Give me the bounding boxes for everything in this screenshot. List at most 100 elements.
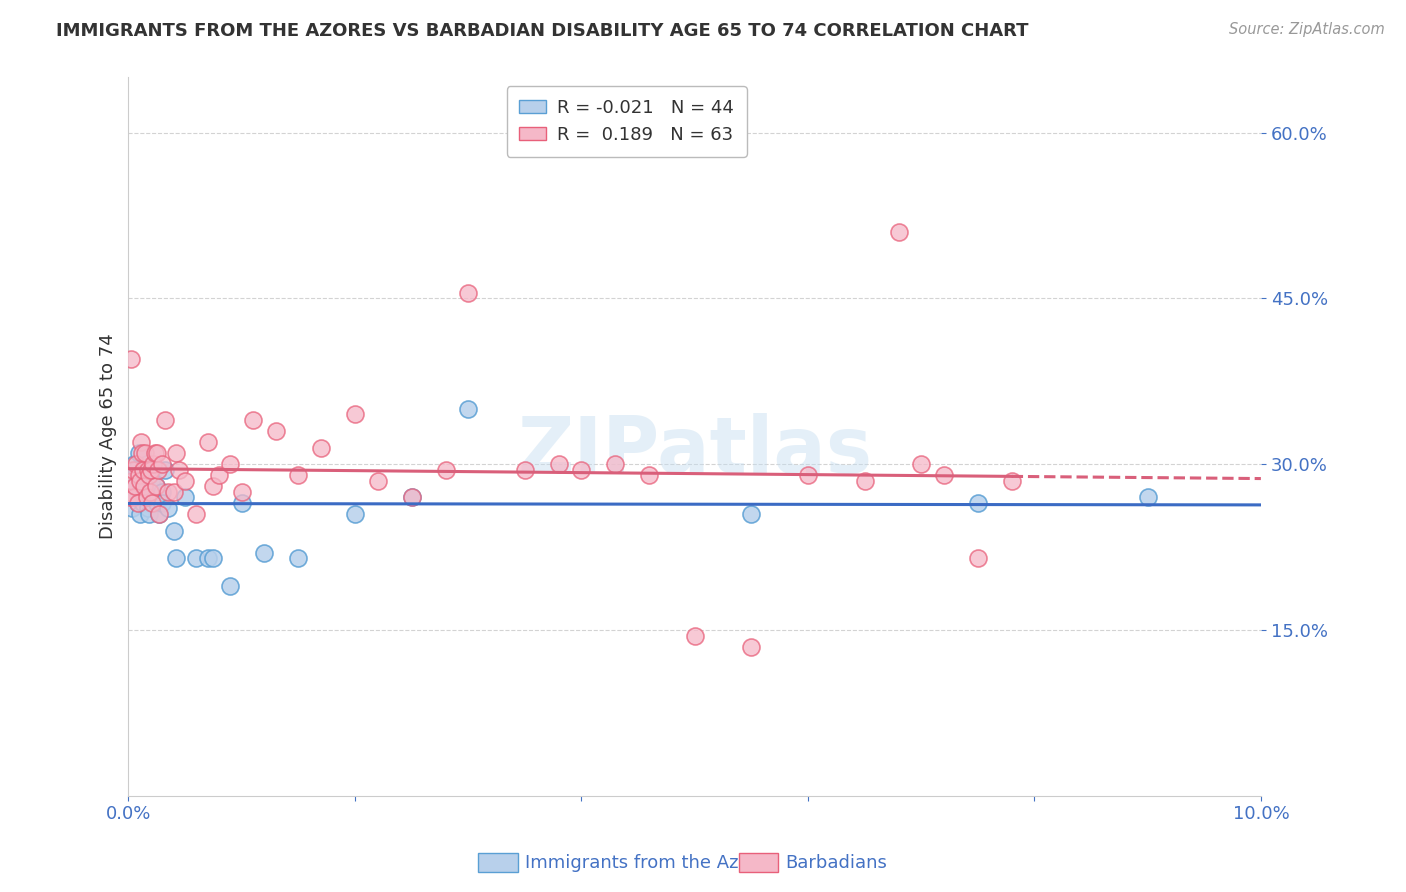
Point xyxy=(146,446,169,460)
Point xyxy=(966,551,988,566)
Point xyxy=(547,457,569,471)
Point xyxy=(457,401,479,416)
Point xyxy=(142,457,165,471)
Point xyxy=(208,468,231,483)
Point xyxy=(152,484,174,499)
Text: Immigrants from the Azores: Immigrants from the Azores xyxy=(524,854,778,871)
Point xyxy=(134,446,156,460)
Point xyxy=(740,640,762,654)
Point xyxy=(131,474,153,488)
Point xyxy=(120,491,142,505)
Point xyxy=(139,491,162,505)
Point xyxy=(186,551,208,566)
Y-axis label: Disability Age 65 to 74: Disability Age 65 to 74 xyxy=(100,334,117,540)
Point xyxy=(231,496,253,510)
Point xyxy=(141,496,163,510)
Point xyxy=(165,446,187,460)
Point xyxy=(118,491,141,505)
Point xyxy=(157,484,180,499)
Point xyxy=(122,491,145,505)
Point xyxy=(152,496,174,510)
Legend: R = -0.021   N = 44, R =  0.189   N = 63: R = -0.021 N = 44, R = 0.189 N = 63 xyxy=(506,87,747,157)
Point xyxy=(457,285,479,300)
Point xyxy=(343,507,366,521)
Point xyxy=(1136,491,1159,505)
Text: Source: ZipAtlas.com: Source: ZipAtlas.com xyxy=(1229,22,1385,37)
Point xyxy=(128,468,150,483)
Point xyxy=(287,551,309,566)
Point xyxy=(128,507,150,521)
Point xyxy=(145,479,167,493)
Point xyxy=(139,474,162,488)
Point xyxy=(121,501,143,516)
Point xyxy=(122,457,145,471)
Point xyxy=(125,457,148,471)
Point xyxy=(309,441,332,455)
Point xyxy=(571,463,593,477)
Point xyxy=(253,546,276,560)
Point xyxy=(513,463,536,477)
Point xyxy=(264,424,287,438)
Point xyxy=(124,479,146,493)
Point xyxy=(231,484,253,499)
Point xyxy=(219,579,242,593)
Point xyxy=(134,479,156,493)
Point xyxy=(242,413,264,427)
Point xyxy=(853,474,876,488)
Point xyxy=(120,352,142,367)
Point xyxy=(146,463,169,477)
Point xyxy=(887,225,910,239)
Point xyxy=(134,484,156,499)
Point xyxy=(163,484,186,499)
Text: IMMIGRANTS FROM THE AZORES VS BARBADIAN DISABILITY AGE 65 TO 74 CORRELATION CHAR: IMMIGRANTS FROM THE AZORES VS BARBADIAN … xyxy=(56,22,1029,40)
Point xyxy=(145,479,167,493)
Point xyxy=(139,463,162,477)
Point xyxy=(139,484,162,499)
Point xyxy=(132,496,155,510)
Point xyxy=(138,507,160,521)
Text: ZIPatlas: ZIPatlas xyxy=(517,413,872,489)
Point xyxy=(343,408,366,422)
Point xyxy=(128,484,150,499)
Point xyxy=(966,496,988,510)
Point xyxy=(197,435,219,450)
Point xyxy=(740,507,762,521)
Point xyxy=(146,496,169,510)
Point xyxy=(124,479,146,493)
Point xyxy=(121,474,143,488)
Point xyxy=(434,463,457,477)
Point xyxy=(136,501,159,516)
Point xyxy=(132,463,155,477)
Point xyxy=(202,479,225,493)
Point xyxy=(202,551,225,566)
Point xyxy=(146,491,169,505)
Point xyxy=(153,413,176,427)
Point xyxy=(401,491,423,505)
Point xyxy=(197,551,219,566)
Point xyxy=(605,457,627,471)
Point xyxy=(401,491,423,505)
Point xyxy=(129,435,152,450)
Point xyxy=(683,628,706,642)
Text: Barbadians: Barbadians xyxy=(786,854,887,871)
Point xyxy=(148,507,170,521)
Point xyxy=(138,468,160,483)
Point xyxy=(1001,474,1024,488)
Point xyxy=(142,463,165,477)
Point xyxy=(174,474,197,488)
Point xyxy=(932,468,955,483)
Point xyxy=(797,468,820,483)
Point xyxy=(122,463,145,477)
Point xyxy=(135,457,157,471)
Point xyxy=(125,463,148,477)
Point xyxy=(148,507,170,521)
Point xyxy=(287,468,309,483)
Point xyxy=(910,457,932,471)
Point xyxy=(157,501,180,516)
Point xyxy=(638,468,661,483)
Point xyxy=(219,457,242,471)
Point xyxy=(165,551,187,566)
Point xyxy=(127,496,149,510)
Point xyxy=(128,474,150,488)
Point xyxy=(127,496,149,510)
